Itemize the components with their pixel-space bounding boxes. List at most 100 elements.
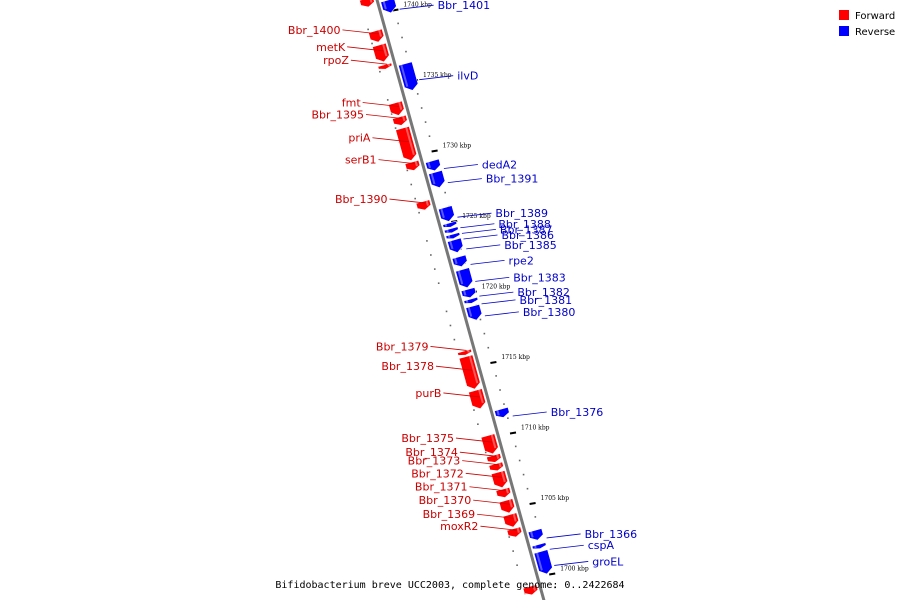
gene-highlight: [490, 434, 497, 449]
gene-block[interactable]: [502, 512, 520, 528]
gene-label[interactable]: Bbr_1366: [585, 528, 638, 541]
gene-block[interactable]: [451, 254, 468, 268]
gene-label[interactable]: Bbr_1382: [517, 286, 570, 299]
gene-label[interactable]: moxR2: [440, 520, 478, 533]
gene-block[interactable]: [415, 199, 432, 211]
gene-label[interactable]: Bbr_1390: [335, 193, 388, 206]
gene-block[interactable]: [445, 232, 461, 240]
gene-block[interactable]: [465, 303, 483, 321]
gene-label[interactable]: Bbr_1373: [408, 455, 461, 468]
gene-block[interactable]: [527, 528, 544, 541]
minor-tick: [534, 516, 537, 518]
gene-block[interactable]: [392, 114, 408, 126]
gene-label[interactable]: Bbr_1369: [423, 508, 476, 521]
gene-block[interactable]: [460, 287, 477, 299]
gene-block[interactable]: [486, 453, 502, 463]
gene-label[interactable]: Bbr_1388: [498, 218, 551, 231]
gene-block[interactable]: [447, 237, 464, 253]
axis-tick-label: 1715 kbp: [501, 354, 530, 361]
gene-block[interactable]: [398, 61, 419, 91]
gene-highlight: [454, 257, 458, 265]
legend-label: Forward: [855, 11, 895, 22]
gene-label[interactable]: Bbr_1386: [502, 229, 555, 242]
gene-label[interactable]: Bbr_1372: [411, 467, 464, 480]
gene-block[interactable]: [480, 433, 499, 455]
gene-label[interactable]: Bbr_1383: [513, 271, 566, 284]
gene-block[interactable]: [395, 125, 418, 161]
gene-leader-line: [455, 437, 492, 443]
map-title: Bifidobacterium breve UCC2003, complete …: [275, 580, 624, 591]
gene-block[interactable]: [380, 0, 397, 14]
gene-label[interactable]: Bbr_1381: [520, 294, 573, 307]
gene-leader-line: [460, 223, 495, 229]
gene-label[interactable]: Bbr_1379: [376, 340, 429, 353]
gene-block[interactable]: [488, 461, 504, 472]
gene-block[interactable]: [442, 220, 458, 228]
gene-block[interactable]: [359, 0, 375, 8]
gene-label[interactable]: Bbr_1375: [401, 432, 454, 445]
gene-label[interactable]: rpe2: [509, 254, 534, 267]
gene-block[interactable]: [377, 62, 393, 70]
gene-block[interactable]: [457, 348, 473, 356]
gene-highlight: [430, 173, 436, 185]
gene-block[interactable]: [494, 406, 510, 418]
gene-label[interactable]: Bbr_1378: [381, 360, 434, 373]
minor-tick: [386, 99, 389, 101]
gene-block[interactable]: [506, 526, 523, 538]
gene-highlight: [449, 240, 454, 250]
gene-label[interactable]: Bbr_1385: [504, 239, 557, 252]
gene-label[interactable]: Bbr_1374: [405, 446, 458, 459]
gene-label[interactable]: ilvD: [457, 70, 478, 83]
gene-block[interactable]: [368, 28, 385, 43]
gene-leader-line: [475, 276, 510, 282]
minor-tick: [401, 36, 403, 39]
gene-block[interactable]: [468, 388, 487, 410]
axis-tick: [431, 149, 438, 153]
gene-label[interactable]: Bbr_1376: [551, 406, 604, 419]
gene-block[interactable]: [490, 470, 509, 489]
gene-label[interactable]: cspA: [588, 539, 615, 552]
gene-block[interactable]: [463, 296, 479, 304]
gene-label[interactable]: Bbr_1395: [311, 108, 364, 121]
gene-block[interactable]: [388, 100, 405, 116]
gene-leader-line: [365, 114, 403, 119]
gene-block[interactable]: [522, 584, 539, 596]
gene-block[interactable]: [531, 542, 547, 550]
minor-tick: [424, 121, 427, 123]
minor-tick: [483, 332, 486, 335]
gene-leader-line: [481, 299, 516, 305]
gene-label[interactable]: Bbr_1389: [495, 207, 548, 220]
gene-label[interactable]: purB: [415, 387, 441, 400]
gene-block[interactable]: [495, 486, 512, 498]
gene-block[interactable]: [428, 169, 446, 189]
gene-label[interactable]: metK: [316, 41, 346, 54]
gene-label[interactable]: Bbr_1401: [438, 0, 491, 12]
gene-label[interactable]: dedA2: [482, 159, 517, 172]
gene-label[interactable]: Bbr_1391: [486, 173, 539, 186]
gene-block[interactable]: [443, 226, 459, 234]
gene-block[interactable]: [404, 159, 421, 171]
axis-tick-label: 1730 kbp: [443, 143, 472, 150]
minor-tick: [414, 197, 416, 200]
gene-label[interactable]: priA: [348, 132, 371, 145]
legend-swatch: [839, 10, 849, 20]
gene-leader-line: [465, 472, 502, 478]
gene-label[interactable]: Bbr_1380: [523, 306, 576, 319]
gene-label[interactable]: rpoZ: [323, 54, 349, 67]
gene-label[interactable]: serB1: [345, 154, 377, 167]
gene-block[interactable]: [438, 205, 455, 222]
gene-label[interactable]: fmt: [342, 96, 362, 109]
gene-block[interactable]: [498, 498, 516, 514]
gene-block[interactable]: [372, 42, 390, 63]
gene-block[interactable]: [533, 549, 553, 575]
gene-highlight: [534, 545, 537, 549]
gene-block[interactable]: [458, 354, 481, 390]
gene-highlight: [440, 208, 445, 219]
gene-block[interactable]: [455, 267, 474, 289]
gene-label[interactable]: Bbr_1387: [500, 223, 553, 236]
gene-block[interactable]: [425, 158, 441, 172]
gene-label[interactable]: Bbr_1370: [419, 494, 472, 507]
gene-label[interactable]: groEL: [592, 555, 624, 568]
gene-label[interactable]: Bbr_1371: [415, 481, 468, 494]
gene-label[interactable]: Bbr_1400: [288, 24, 341, 37]
